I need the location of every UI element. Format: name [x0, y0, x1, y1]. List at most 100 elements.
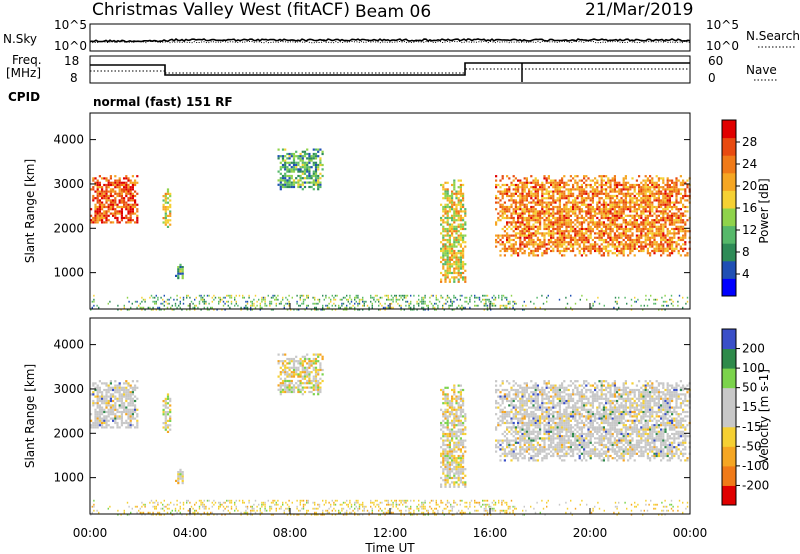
- echo-cell: [607, 208, 610, 211]
- echo-cell: [459, 432, 462, 436]
- echo-cell: [96, 181, 99, 184]
- echo-cell: [301, 393, 304, 396]
- echo-cell: [627, 245, 630, 248]
- echo-cell: [545, 225, 548, 228]
- echo-cell: [312, 183, 315, 186]
- echo-cell: [314, 163, 318, 167]
- echo-cell: [134, 399, 137, 403]
- echo-cell: [523, 197, 526, 200]
- echo-cell: [123, 190, 126, 193]
- echo-cell: [646, 186, 649, 189]
- echo-cell: [299, 384, 302, 387]
- echo-cell: [317, 384, 320, 387]
- echo-cell: [118, 391, 121, 394]
- echo-cell: [616, 194, 619, 198]
- ground-scatter-cell: [461, 294, 463, 297]
- echo-cell: [448, 271, 451, 275]
- echo-cell: [587, 177, 590, 180]
- echo-cell: [462, 256, 465, 259]
- echo-cell: [134, 203, 137, 206]
- echo-cell: [96, 410, 99, 414]
- echo-cell: [596, 186, 599, 189]
- echo-cell: [583, 234, 586, 237]
- echo-cell: [624, 188, 627, 191]
- echo-cell: [455, 265, 458, 268]
- echo-cell: [462, 402, 465, 405]
- echo-cell: [660, 236, 663, 239]
- ground-scatter-cell: [370, 300, 372, 303]
- echo-cell: [668, 194, 671, 198]
- echo-cell: [519, 247, 522, 250]
- echo-cell: [631, 177, 634, 180]
- echo-cell: [497, 388, 500, 392]
- echo-cell: [569, 214, 572, 217]
- echo-cell: [459, 227, 462, 231]
- ground-scatter-cell: [370, 294, 372, 297]
- echo-cell: [317, 373, 320, 376]
- colorbar-segment: [722, 278, 736, 297]
- echo-cell: [587, 223, 590, 226]
- echo-cell: [591, 230, 594, 233]
- echo-cell: [506, 188, 509, 191]
- echo-cell: [613, 175, 616, 178]
- echo-cell: [684, 241, 687, 244]
- echo-cell: [462, 439, 465, 442]
- echo-cell: [164, 428, 167, 431]
- echo-cell: [649, 238, 652, 242]
- echo-cell: [591, 219, 594, 222]
- echo-cell: [646, 188, 649, 191]
- echo-cell: [536, 210, 539, 213]
- echo-cell: [554, 190, 557, 193]
- echo-cell: [114, 197, 117, 200]
- echo-cell: [629, 247, 632, 250]
- echo-cell: [308, 360, 311, 363]
- echo-cell: [587, 192, 590, 195]
- echo-cell: [101, 399, 104, 403]
- echo-cell: [177, 471, 180, 474]
- echo-cell: [506, 183, 509, 187]
- echo-cell: [453, 421, 456, 425]
- echo-cell: [627, 205, 630, 209]
- echo-cell: [521, 247, 524, 250]
- echo-cell: [453, 254, 456, 257]
- ground-scatter-cell: [347, 300, 349, 303]
- echo-cell: [572, 227, 575, 231]
- echo-cell: [444, 271, 447, 275]
- echo-cell: [517, 221, 520, 224]
- ground-scatter-cell: [134, 300, 137, 303]
- echo-cell: [134, 384, 137, 387]
- ground-scatter-cell: [256, 304, 258, 307]
- ground-scatter-cell: [645, 298, 647, 301]
- echo-cell: [682, 212, 685, 215]
- echo-cell: [123, 391, 126, 394]
- echo-cell: [578, 249, 581, 253]
- ground-scatter-cell: [322, 306, 324, 309]
- ground-scatter-cell: [413, 294, 415, 297]
- echo-cell: [495, 384, 498, 387]
- echo-cell: [572, 230, 575, 233]
- echo-cell: [446, 437, 449, 440]
- echo-cell: [655, 249, 658, 253]
- freq-tick-bottom: 8: [70, 71, 78, 85]
- echo-cell: [459, 443, 462, 447]
- date-title: 21/Mar/2019: [585, 0, 693, 20]
- echo-cell: [510, 399, 513, 403]
- echo-cell: [116, 179, 119, 182]
- echo-cell: [442, 188, 445, 191]
- echo-cell: [459, 186, 462, 189]
- echo-cell: [525, 203, 528, 206]
- echo-cell: [508, 194, 511, 198]
- echo-cell: [506, 210, 509, 213]
- echo-cell: [668, 188, 671, 191]
- echo-cell: [453, 397, 456, 400]
- echo-cell: [284, 379, 287, 383]
- echo-cell: [602, 232, 605, 235]
- echo-cell: [116, 221, 119, 224]
- echo-cell: [162, 203, 165, 206]
- echo-cell: [576, 238, 579, 242]
- echo-cell: [653, 236, 656, 239]
- echo-cell: [297, 386, 300, 389]
- echo-cell: [301, 388, 304, 391]
- ground-scatter-cell: [123, 304, 125, 307]
- echo-cell: [653, 243, 656, 246]
